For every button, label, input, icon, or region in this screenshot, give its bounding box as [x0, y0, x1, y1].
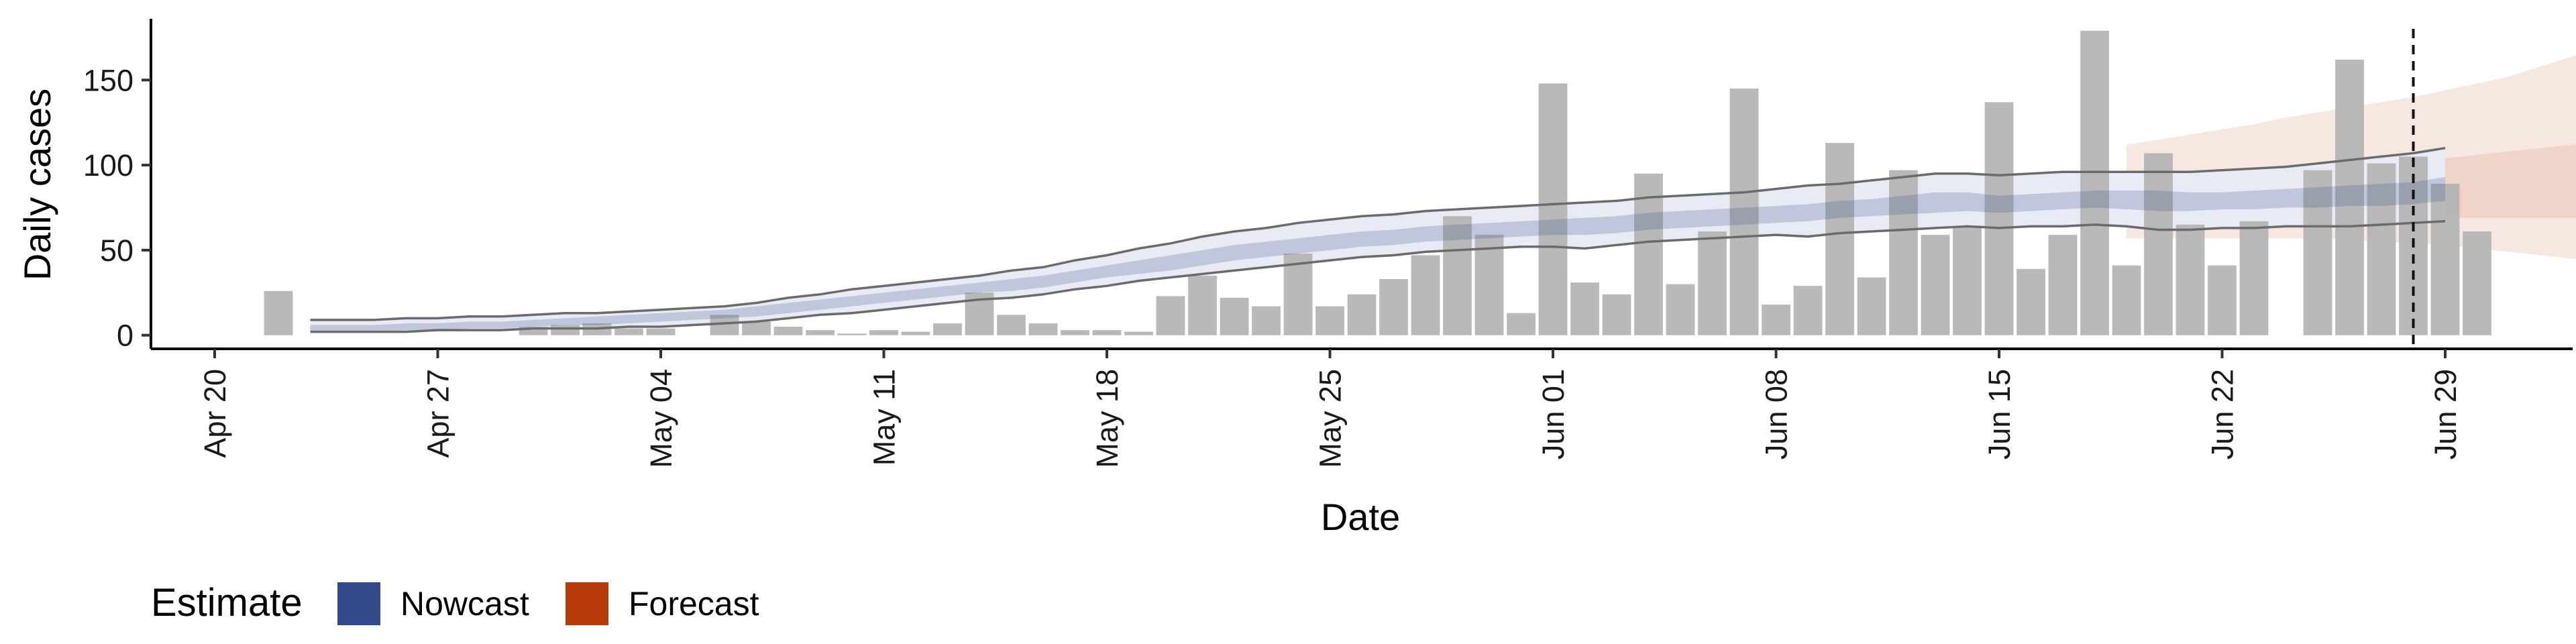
observed-bar: [837, 333, 867, 335]
observed-bar: [1220, 297, 1249, 335]
observed-bar: [1443, 216, 1472, 335]
x-tick-label: May 11: [867, 369, 902, 466]
y-tick-label: 150: [83, 63, 133, 97]
observed-bar: [1634, 173, 1663, 335]
observed-bar: [2080, 30, 2109, 335]
legend-title: Estimate: [151, 581, 303, 625]
observed-bar: [1825, 143, 1854, 335]
observed-bar: [1283, 254, 1313, 335]
x-axis-ticks: Apr 20 Apr 27 May 04 May 11 May 18 May 25 Jun …: [198, 349, 2463, 468]
x-tick-label: Jun 22: [2206, 369, 2240, 460]
x-tick-label: Apr 20: [198, 369, 232, 458]
observed-bar: [1538, 83, 1568, 335]
observed-bar: [1762, 305, 1790, 335]
observed-bars-layer: [264, 30, 2491, 335]
observed-bar: [2463, 231, 2491, 335]
observed-bar: [1474, 235, 1504, 335]
observed-bar: [1857, 277, 1886, 335]
x-tick-label: May 18: [1090, 369, 1124, 468]
observed-bar: [2335, 59, 2364, 335]
nowcast-50-band: [310, 176, 2445, 332]
y-axis-title: Daily cases: [16, 89, 58, 280]
observed-bar: [614, 328, 643, 335]
observed-bar: [1666, 284, 1695, 335]
observed-bar: [1889, 170, 1918, 335]
observed-bar: [2017, 268, 2045, 335]
nowcast-upper-line: [310, 146, 2446, 321]
legend: Estimate Nowcast Forecast: [151, 581, 759, 625]
observed-bar: [1698, 231, 1727, 335]
nowcast-50-interval-layer: [310, 176, 2445, 332]
observed-bar: [1028, 323, 1058, 335]
y-tick-label: 0: [117, 319, 133, 353]
observed-bar: [1379, 279, 1408, 335]
x-tick-label: May 04: [644, 369, 678, 468]
x-tick-label: Jun 29: [2428, 369, 2463, 460]
observed-bar: [646, 328, 676, 335]
observed-bar: [1092, 330, 1122, 335]
axes-layer: [150, 19, 2573, 350]
observed-bar: [901, 331, 930, 335]
observed-bar: [551, 325, 580, 335]
legend-swatch-nowcast: [337, 582, 380, 625]
observed-bar: [869, 330, 898, 335]
y-tick-label: 50: [100, 233, 133, 268]
y-axis-ticks: 0 50 100 150: [83, 63, 151, 353]
x-tick-label: Jun 08: [1760, 369, 1794, 460]
observed-bar: [1316, 306, 1344, 335]
observed-bar: [1252, 306, 1281, 335]
observed-bar: [1124, 331, 1153, 335]
observed-bar: [1602, 294, 1631, 335]
observed-bar: [1570, 282, 1599, 335]
observed-bar: [2112, 265, 2141, 335]
x-tick-label: Jun 15: [1982, 369, 2017, 460]
observed-bar: [2176, 224, 2205, 335]
observed-bar: [1507, 313, 1536, 335]
observed-bar: [1921, 235, 1950, 335]
x-axis-title: Date: [1321, 496, 1400, 538]
observed-bar: [1793, 286, 1823, 335]
observed-bar: [2144, 153, 2173, 335]
observed-bar: [1984, 102, 2014, 335]
y-tick-label: 100: [83, 148, 133, 182]
nowcast-bound-lines-layer: [310, 146, 2446, 333]
observed-bar: [997, 315, 1026, 335]
observed-bar: [2208, 265, 2237, 335]
observed-bar: [264, 290, 293, 335]
observed-bar: [1347, 294, 1377, 335]
observed-bar: [2367, 163, 2396, 335]
x-tick-label: Jun 01: [1536, 369, 1570, 460]
x-tick-label: May 25: [1313, 369, 1348, 468]
observed-bar: [1188, 275, 1217, 335]
observed-bar: [806, 330, 835, 335]
observed-bar: [2239, 221, 2269, 335]
observed-bar: [773, 327, 803, 335]
observed-bar: [742, 321, 771, 335]
observed-bar: [1953, 226, 1982, 335]
observed-bar: [1061, 330, 1089, 335]
x-tick-label: Apr 27: [421, 369, 455, 458]
observed-bar: [2303, 170, 2332, 335]
nowcast-lower-line: [310, 220, 2446, 333]
observed-bar: [2048, 235, 2078, 335]
legend-label-nowcast: Nowcast: [400, 585, 529, 623]
legend-swatch-forecast: [566, 582, 608, 625]
observed-bar: [933, 323, 962, 335]
legend-label-forecast: Forecast: [629, 585, 759, 623]
observed-bar: [1729, 89, 1759, 335]
observed-bar: [2430, 184, 2460, 335]
observed-bar: [1411, 255, 1440, 335]
observed-bar: [1156, 296, 1185, 335]
